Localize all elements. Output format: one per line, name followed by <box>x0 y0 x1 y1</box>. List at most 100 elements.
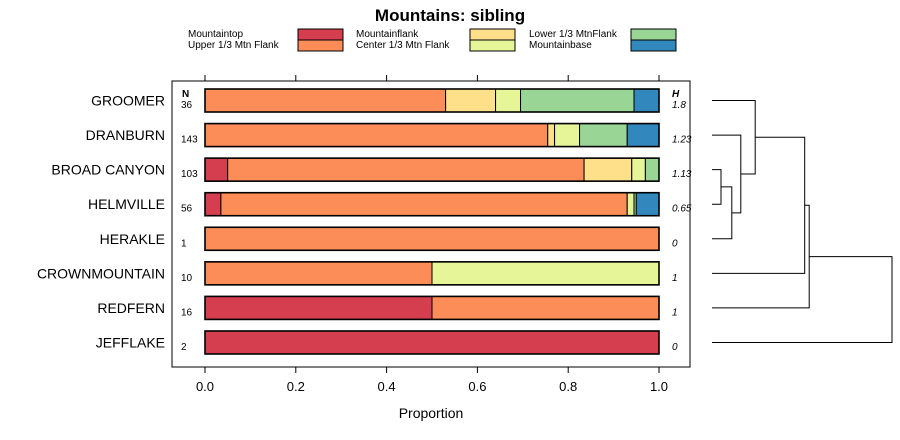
h-value: 1 <box>672 307 678 318</box>
x-tick-label: 0.0 <box>196 379 214 394</box>
bar-outline <box>204 226 660 252</box>
dendrogram-branch <box>712 256 893 343</box>
h-value: 1.8 <box>672 100 686 111</box>
category-label: REDFERN <box>97 300 165 316</box>
legend-label-upper-1-3-mtn-flank: Upper 1/3 Mtn Flank <box>188 40 280 51</box>
x-tick-label: 0.8 <box>559 379 577 394</box>
bar-segment-center-1-3-mtn-flank <box>626 192 635 217</box>
legend-label-mountaintop: Mountaintop <box>188 29 243 40</box>
category-label: GROOMER <box>91 93 165 109</box>
h-value: 1.23 <box>672 135 692 146</box>
bar-segment-upper-1-3-mtn-flank <box>204 123 549 148</box>
dendrogram-branch <box>712 186 733 240</box>
bar-segment-center-1-3-mtn-flank <box>631 157 646 182</box>
n-value: 1 <box>181 238 187 249</box>
dendrogram-branch <box>712 204 810 309</box>
bar-row-broad-canyon: BROAD CANYON 103 1.13 <box>51 157 692 182</box>
dendrogram <box>712 100 893 343</box>
dendrogram-branch <box>712 100 756 175</box>
bar-segment-lower-1-3-mtnflank <box>579 123 628 148</box>
bar-outline <box>204 261 660 286</box>
bar-outline <box>204 295 660 321</box>
legend-swatch-mountainbase <box>630 39 677 52</box>
dendrogram-branch <box>712 134 742 214</box>
category-label: DRANBURN <box>86 127 165 143</box>
h-value: 1.13 <box>672 169 692 180</box>
bar-row-groomer: GROOMER 36 1.8 <box>91 88 686 113</box>
bar-segment-center-1-3-mtn-flank <box>431 261 660 286</box>
x-tick-label: 0.6 <box>468 379 486 394</box>
bar-segment-mountaintop <box>204 295 433 320</box>
bar-row-crownmountain: CROWNMOUNTAIN 10 1 <box>37 261 678 286</box>
legend-swatch-mountainflank <box>469 28 516 41</box>
bar-segment-mountaintop <box>204 330 660 355</box>
category-label: HERAKLE <box>100 231 165 247</box>
bar-row-herakle: HERAKLE 1 0 <box>100 226 678 252</box>
legend-label-center-1-3-mtn-flank: Center 1/3 Mtn Flank <box>356 40 450 51</box>
bar-segment-mountainbase <box>633 88 660 113</box>
bar-segment-mountaintop <box>204 157 229 182</box>
bar-outline <box>204 88 660 113</box>
bar-segment-mountainflank <box>583 157 633 182</box>
bar-segment-mountainflank <box>445 88 497 113</box>
h-value: 0 <box>672 238 678 249</box>
bar-segment-upper-1-3-mtn-flank <box>220 192 628 217</box>
legend-swatch-upper-1-3-mtn-flank <box>297 39 344 52</box>
bar-outline <box>204 330 660 355</box>
x-tick-label: 0.2 <box>287 379 305 394</box>
legend-label-mountainflank: Mountainflank <box>356 29 419 40</box>
bar-segment-lower-1-3-mtnflank <box>520 88 635 113</box>
category-label: CROWNMOUNTAIN <box>37 265 165 281</box>
category-label: HELMVILLE <box>88 196 165 212</box>
x-tick-label: 1.0 <box>650 379 668 394</box>
legend-swatch-center-1-3-mtn-flank <box>469 39 516 52</box>
bar-segment-mountainflank <box>547 123 556 148</box>
x-tick-label: 0.4 <box>378 379 396 394</box>
bar-segment-upper-1-3-mtn-flank <box>204 261 433 286</box>
n-value: 143 <box>181 135 198 146</box>
n-value: 56 <box>181 204 193 215</box>
n-value: 16 <box>181 307 193 318</box>
legend-swatch-mountaintop <box>297 28 344 41</box>
category-label: JEFFLAKE <box>96 334 165 350</box>
bar-segment-upper-1-3-mtn-flank <box>227 157 585 182</box>
bar-outline <box>204 157 660 182</box>
bar-outline <box>204 191 660 217</box>
dendrogram-branch <box>712 136 806 274</box>
bar-segment-mountainbase <box>635 192 660 217</box>
x-axis: 0.0 0.2 0.4 0.6 0.8 1.0 <box>196 75 668 394</box>
n-value: 10 <box>181 273 193 284</box>
bar-segment-mountaintop <box>204 192 222 217</box>
bar-segment-center-1-3-mtn-flank <box>554 123 581 148</box>
bar-outline <box>204 122 660 148</box>
n-value: 103 <box>181 169 198 180</box>
chart-title: Mountains: sibling <box>375 6 525 25</box>
bar-segment-center-1-3-mtn-flank <box>495 88 522 113</box>
bar-segment-upper-1-3-mtn-flank <box>204 88 447 113</box>
bar-segment-upper-1-3-mtn-flank <box>431 295 660 320</box>
h-value: 0.65 <box>672 204 692 215</box>
bar-row-helmville: HELMVILLE 56 0.65 <box>88 191 692 217</box>
h-value: 1 <box>672 273 678 284</box>
n-value: 36 <box>181 100 193 111</box>
bar-row-redfern: REDFERN 16 1 <box>97 295 678 321</box>
h-value: 0 <box>672 342 678 353</box>
plot-panel <box>171 80 691 368</box>
bar-row-jefflake: JEFFLAKE 2 0 <box>96 330 678 355</box>
category-label: BROAD CANYON <box>51 162 165 178</box>
h-column-header: H <box>672 89 680 100</box>
bar-segment-upper-1-3-mtn-flank <box>204 226 660 251</box>
dendrogram-branch <box>712 169 722 205</box>
bar-row-dranburn: DRANBURN 143 1.23 <box>86 122 692 148</box>
bar-segment-lower-1-3-mtnflank <box>644 157 660 182</box>
x-axis-title: Proportion <box>399 405 464 421</box>
legend-swatch-lower-1-3-mtnflank <box>630 28 677 41</box>
n-column-header: N <box>182 89 189 100</box>
legend-label-mountainbase: Mountainbase <box>529 40 592 51</box>
bar-segment-mountainbase <box>626 123 660 148</box>
legend-label-lower-1-3-mtnflank: Lower 1/3 MtnFlank <box>529 29 618 40</box>
bar-rows: GROOMER 36 1.8 DRANBURN 143 1.23 BROAD CANYON 1… <box>37 88 692 355</box>
n-value: 2 <box>181 342 187 353</box>
